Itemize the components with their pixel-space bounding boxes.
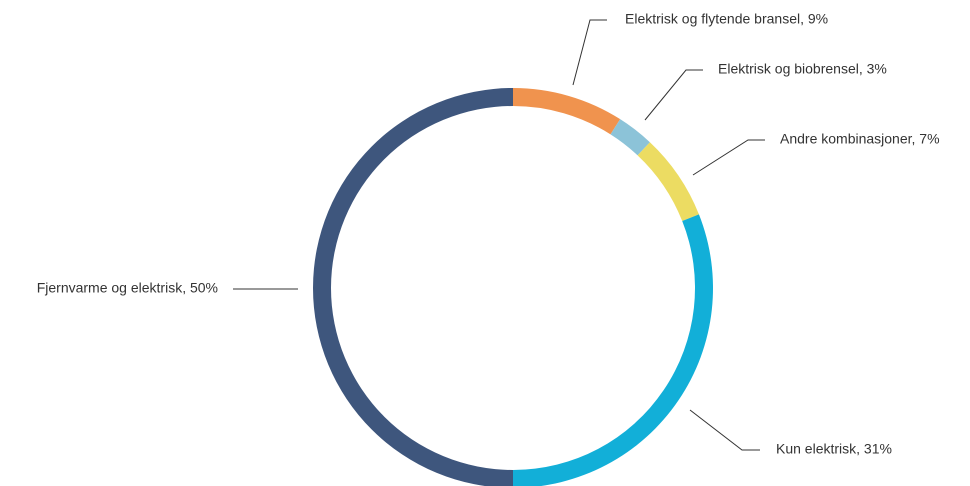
leader-line bbox=[689, 409, 760, 451]
data-label: Kun elektrisk, 31% bbox=[776, 441, 892, 457]
leader-line bbox=[644, 69, 703, 121]
donut-segment bbox=[513, 214, 713, 486]
donut-segment bbox=[610, 119, 650, 156]
data-label: Elektrisk og biobrensel, 3% bbox=[718, 61, 887, 77]
leader-line bbox=[692, 139, 765, 176]
data-label: Andre kombinasjoner, 7% bbox=[780, 131, 940, 147]
leader-line bbox=[572, 19, 607, 86]
donut-segment bbox=[313, 88, 513, 486]
data-label: Fjernvarme og elektrisk, 50% bbox=[37, 280, 218, 296]
data-label: Elektrisk og flytende bransel, 9% bbox=[625, 11, 828, 27]
donut-segment bbox=[637, 142, 699, 222]
donut-segment bbox=[513, 88, 621, 135]
